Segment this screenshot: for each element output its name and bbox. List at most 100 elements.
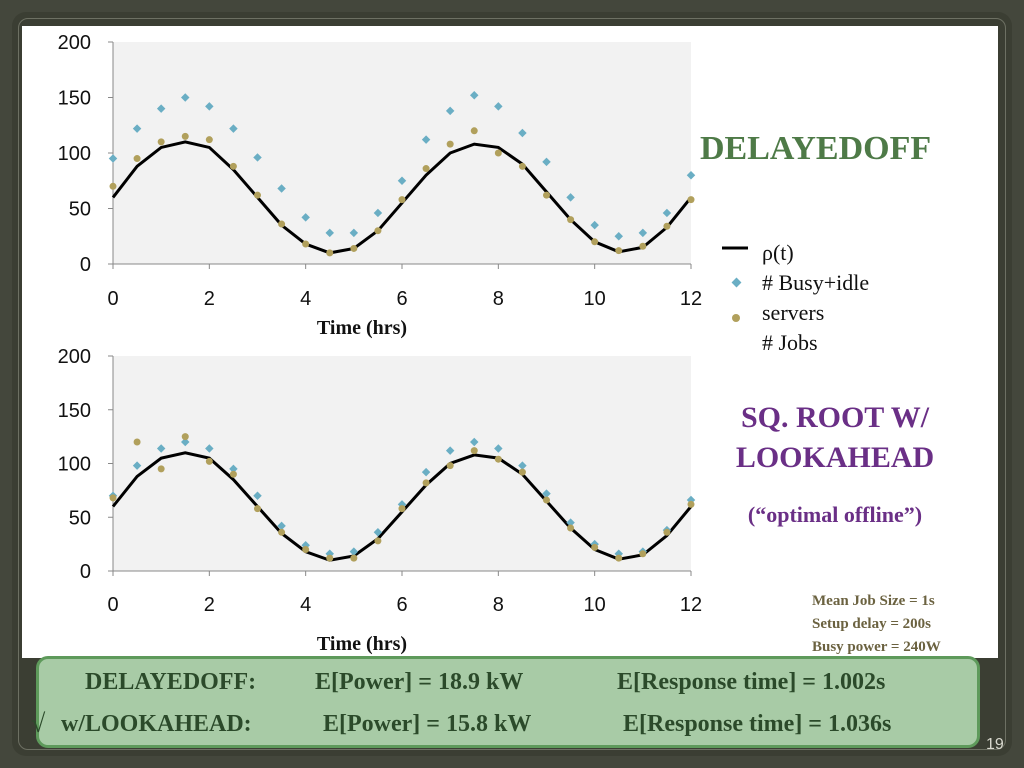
result-lookahead-power: E[Power] = 15.8 kW xyxy=(323,711,532,737)
x-tick-label: 2 xyxy=(204,594,215,616)
check-mark-icon: √ xyxy=(31,709,46,738)
point-jobs xyxy=(470,127,478,135)
x-tick-label: 8 xyxy=(493,288,504,310)
point-jobs xyxy=(181,433,189,441)
point-jobs xyxy=(663,222,671,230)
point-busy-idle xyxy=(542,489,551,498)
results-box: DELAYEDOFF: E[Power] = 18.9 kW E[Respons… xyxy=(31,656,980,748)
point-busy-idle xyxy=(229,124,238,133)
legend-label-servers: servers xyxy=(762,300,825,325)
x-tick-label: 12 xyxy=(680,288,702,310)
param-job-size: Mean Job Size = 1s xyxy=(812,593,935,609)
point-jobs xyxy=(374,537,382,545)
x-tick-label: 10 xyxy=(584,594,606,616)
point-jobs xyxy=(543,191,550,199)
point-busy-idle xyxy=(156,104,166,113)
point-busy-idle xyxy=(349,228,359,238)
point-jobs xyxy=(639,550,647,558)
point-busy-idle xyxy=(445,446,455,455)
point-jobs xyxy=(302,546,310,553)
y-tick-label: 50 xyxy=(69,507,91,529)
point-busy-idle xyxy=(181,93,190,102)
point-busy-idle xyxy=(470,437,479,447)
result-lookahead-label: w/LOOKAHEAD: xyxy=(61,711,252,737)
point-jobs xyxy=(398,196,406,204)
param-setup-delay: Setup delay = 200s xyxy=(812,616,931,632)
point-jobs xyxy=(254,505,261,513)
point-jobs xyxy=(157,465,165,473)
legend-dot-icon xyxy=(732,314,740,322)
point-jobs xyxy=(398,505,406,513)
point-busy-idle xyxy=(421,135,431,144)
point-busy-idle xyxy=(229,464,238,474)
point-jobs xyxy=(278,528,286,536)
y-tick-label: 200 xyxy=(58,346,91,368)
y-tick-label: 50 xyxy=(69,199,91,221)
point-jobs xyxy=(350,554,358,562)
parameters-list: Mean Job Size = 1s Setup delay = 200s Bu… xyxy=(812,590,941,659)
legend-diamond-icon xyxy=(731,277,742,288)
legend-label-jobs: # Jobs xyxy=(762,330,818,355)
point-busy-idle xyxy=(397,176,407,185)
result-lookahead-response: E[Response time] = 1.036s xyxy=(623,711,892,737)
point-busy-idle xyxy=(445,106,455,116)
x-tick-label: 4 xyxy=(300,594,311,616)
point-busy-idle xyxy=(156,444,166,453)
point-busy-idle xyxy=(349,547,359,556)
point-jobs xyxy=(687,500,695,508)
point-jobs xyxy=(639,242,647,250)
point-busy-idle xyxy=(108,154,118,163)
result-delayedoff-label: DELAYEDOFF: xyxy=(85,669,257,695)
point-busy-idle xyxy=(373,208,383,218)
point-busy-idle xyxy=(205,102,214,111)
point-busy-idle xyxy=(518,461,527,470)
point-busy-idle xyxy=(566,518,575,527)
result-delayedoff-power: E[Power] = 18.9 kW xyxy=(315,669,524,695)
point-jobs xyxy=(446,140,454,148)
point-jobs xyxy=(470,447,478,455)
point-busy-idle xyxy=(253,491,262,500)
param-busy-power: Busy power = 240W xyxy=(812,639,941,655)
point-jobs xyxy=(109,494,117,502)
point-jobs xyxy=(181,132,189,140)
point-jobs xyxy=(133,155,141,163)
point-busy-idle xyxy=(373,528,383,537)
point-jobs xyxy=(422,479,430,487)
legend-line-icon xyxy=(722,246,748,250)
point-busy-idle xyxy=(470,91,479,100)
title-sqroot-line2: LOOKAHEAD xyxy=(735,441,935,474)
x-tick-label: 6 xyxy=(396,288,407,310)
point-jobs xyxy=(374,227,382,235)
point-jobs xyxy=(591,238,599,246)
legend-label-rho: ρ(t) xyxy=(762,240,794,265)
point-busy-idle xyxy=(277,521,286,531)
point-jobs xyxy=(133,438,141,446)
y-tick-label: 200 xyxy=(58,32,91,54)
point-jobs xyxy=(567,216,575,224)
plot-area-0 xyxy=(113,42,691,264)
point-jobs xyxy=(109,182,117,190)
point-jobs xyxy=(494,455,502,463)
point-busy-idle xyxy=(325,228,334,238)
point-jobs xyxy=(615,554,623,562)
y-tick-label: 100 xyxy=(58,454,91,476)
point-jobs xyxy=(302,240,310,248)
point-jobs xyxy=(326,554,334,562)
point-jobs xyxy=(591,543,599,551)
x-axis-title: Time (hrs) xyxy=(317,317,407,339)
point-jobs xyxy=(663,528,671,536)
x-tick-label: 10 xyxy=(584,288,606,310)
point-jobs xyxy=(350,244,358,252)
y-tick-label: 150 xyxy=(58,400,91,422)
point-jobs xyxy=(205,457,213,465)
x-tick-label: 6 xyxy=(396,594,407,616)
point-busy-idle xyxy=(132,124,142,133)
point-jobs xyxy=(518,162,526,170)
point-jobs xyxy=(687,196,695,204)
point-jobs xyxy=(205,136,213,144)
point-busy-idle xyxy=(494,102,503,111)
point-jobs xyxy=(543,496,550,504)
result-delayedoff-response: E[Response time] = 1.002s xyxy=(617,669,886,695)
point-jobs xyxy=(278,220,286,228)
